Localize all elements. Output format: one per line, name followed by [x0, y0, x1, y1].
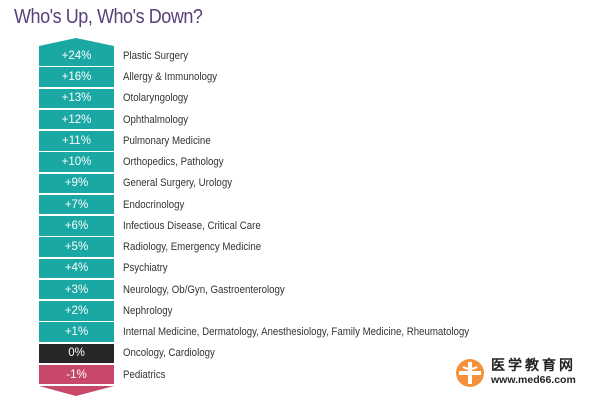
specialty-label: Pulmonary Medicine — [123, 134, 211, 147]
value-bar: +2% — [39, 301, 114, 321]
specialty-label: Oncology, Cardiology — [123, 347, 215, 360]
specialty-label: Nephrology — [123, 304, 173, 317]
value-bar: 0% — [39, 343, 114, 363]
watermark-logo: 医学教育网 www.med66.com — [455, 358, 576, 388]
specialty-label: Endocrinology — [123, 198, 185, 211]
value-bar: +11% — [39, 131, 114, 151]
specialty-label: Plastic Surgery — [123, 49, 189, 62]
specialty-label: Ophthalmology — [123, 113, 189, 126]
specialty-label: General Surgery, Urology — [123, 177, 233, 190]
specialty-label: Infectious Disease, Critical Care — [123, 219, 261, 232]
watermark-name: 医学教育网 — [491, 357, 576, 373]
specialty-label: Psychiatry — [123, 262, 168, 275]
value-bar: +4% — [39, 258, 114, 278]
specialty-label: Allergy & Immunology — [123, 71, 218, 83]
specialty-label: Orthopedics, Pathology — [123, 156, 224, 168]
specialty-label: Internal Medicine, Dermatology, Anesthes… — [123, 326, 470, 338]
specialty-label: Pediatrics — [123, 368, 166, 381]
specialty-label: Neurology, Ob/Gyn, Gastroenterology — [123, 283, 285, 296]
value-bar: +6% — [39, 216, 114, 236]
value-bar: +24% — [39, 46, 114, 66]
up-arrow-cap — [39, 38, 114, 46]
value-bar: +16% — [39, 67, 114, 87]
value-bar: +1% — [39, 322, 114, 342]
value-bar: +5% — [39, 237, 114, 257]
value-bar: -1% — [39, 364, 114, 385]
specialty-label: Otolaryngology — [123, 92, 189, 105]
value-bar: +13% — [39, 88, 114, 108]
chart-title: Who's Up, Who's Down? — [14, 6, 203, 28]
med66-logo-icon — [456, 359, 484, 387]
down-arrow-cap — [39, 386, 114, 396]
specialty-label: Radiology, Emergency Medicine — [123, 241, 262, 253]
value-bar: +12% — [39, 109, 114, 130]
value-bar: +7% — [39, 194, 114, 215]
watermark-url: www.med66.com — [491, 374, 576, 386]
value-bar: +3% — [39, 279, 114, 300]
value-bar: +10% — [39, 152, 114, 172]
value-bar: +9% — [39, 173, 114, 193]
